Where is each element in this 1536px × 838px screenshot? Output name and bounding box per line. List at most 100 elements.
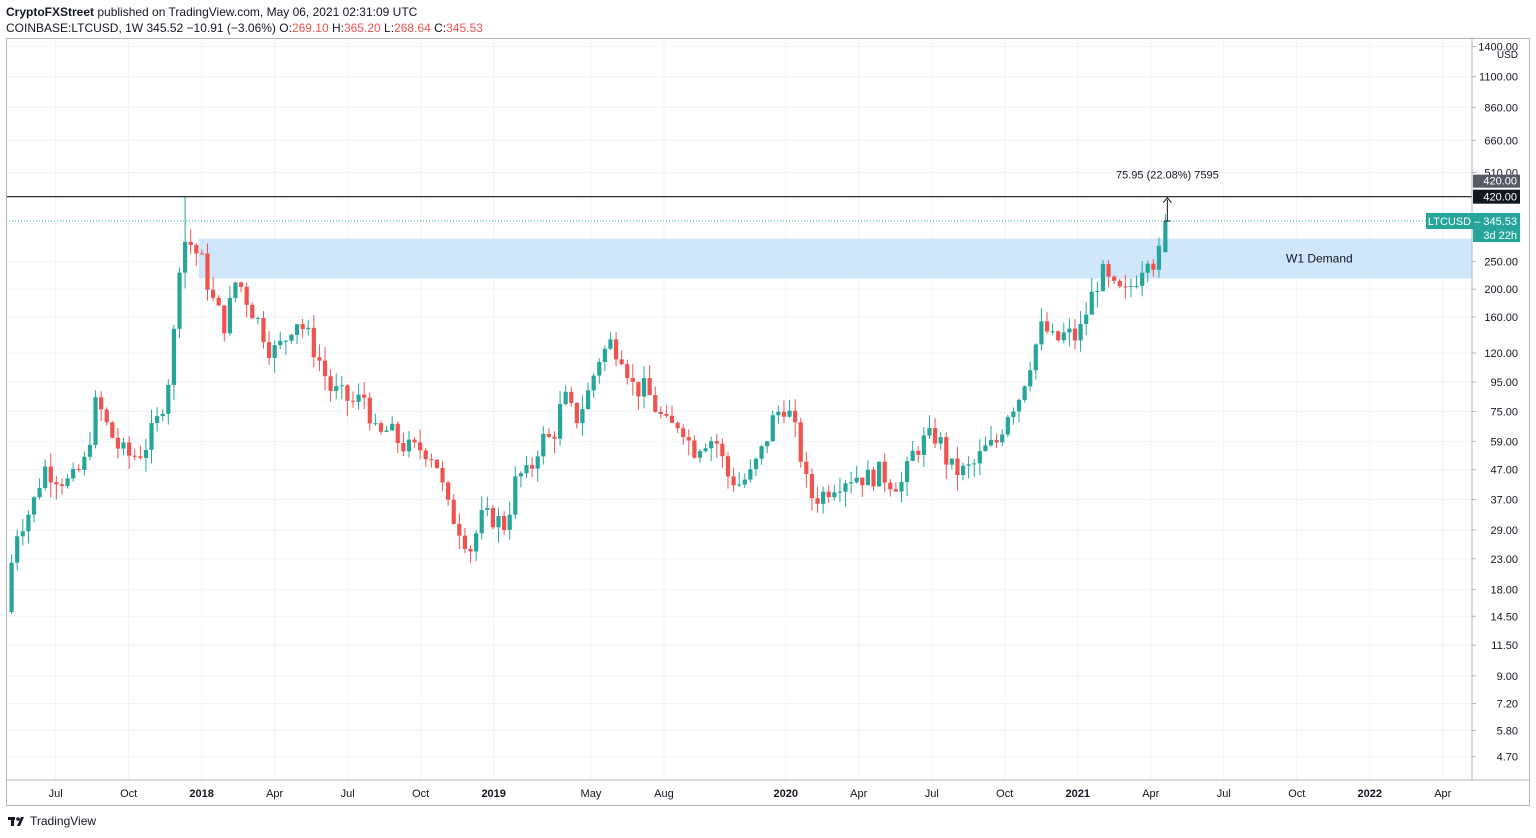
candle-body bbox=[48, 466, 53, 483]
candle bbox=[199, 249, 204, 255]
candle bbox=[910, 440, 915, 462]
price-change: −10.91 (−3.06%) bbox=[186, 21, 276, 35]
candle-body bbox=[546, 433, 551, 437]
candle bbox=[188, 229, 193, 255]
candle-body bbox=[944, 437, 949, 465]
candle bbox=[143, 438, 149, 472]
candle-body bbox=[591, 375, 596, 391]
candle-body bbox=[406, 439, 412, 452]
candle bbox=[434, 459, 440, 469]
candle bbox=[557, 390, 563, 446]
price-tick-label: 660.00 bbox=[1484, 135, 1518, 147]
candle bbox=[1156, 237, 1162, 278]
candle bbox=[625, 359, 630, 385]
candle-body bbox=[384, 430, 389, 432]
candle-body bbox=[1106, 264, 1111, 277]
candle-body bbox=[457, 523, 462, 536]
candle-body bbox=[26, 514, 31, 532]
candle bbox=[793, 399, 798, 438]
time-tick-label: Oct bbox=[1288, 788, 1305, 800]
candle-body bbox=[932, 427, 938, 444]
candle bbox=[1100, 260, 1106, 292]
candle-body bbox=[222, 305, 227, 334]
candle-body bbox=[446, 482, 451, 500]
candle-body bbox=[669, 415, 675, 423]
candle bbox=[1044, 312, 1050, 334]
candle bbox=[272, 340, 277, 373]
tradingview-brand[interactable]: TradingView bbox=[30, 814, 97, 828]
candle bbox=[395, 421, 400, 454]
candle bbox=[714, 433, 719, 458]
candle-body bbox=[155, 416, 160, 424]
publisher-name[interactable]: CryptoFXStreet bbox=[6, 5, 95, 19]
candle bbox=[994, 433, 999, 449]
candle bbox=[462, 527, 468, 554]
candle bbox=[1078, 311, 1083, 352]
candle bbox=[306, 320, 311, 336]
candle bbox=[1033, 343, 1038, 380]
candle bbox=[1028, 361, 1033, 392]
price-tick-label: 120.00 bbox=[1484, 348, 1518, 360]
candle bbox=[311, 315, 316, 368]
candle bbox=[210, 277, 216, 302]
price-tick-label: 59.00 bbox=[1490, 436, 1518, 448]
candle bbox=[619, 350, 624, 366]
candle bbox=[904, 456, 910, 496]
price-tick-label: 4.70 bbox=[1497, 752, 1518, 764]
price-tick-label: 95.00 bbox=[1490, 377, 1518, 389]
candle bbox=[591, 373, 596, 398]
candle-body bbox=[485, 507, 490, 510]
candle-body bbox=[748, 469, 753, 480]
candle bbox=[753, 457, 759, 477]
demand-zone bbox=[198, 238, 1472, 279]
candle bbox=[725, 452, 731, 489]
candle bbox=[876, 461, 882, 487]
candle-body bbox=[37, 487, 42, 498]
candle bbox=[26, 510, 31, 544]
candle bbox=[703, 443, 708, 453]
candle-body bbox=[1061, 332, 1066, 341]
candle bbox=[546, 428, 551, 439]
candle bbox=[423, 447, 428, 467]
candle bbox=[502, 510, 507, 535]
candle-body bbox=[1100, 264, 1106, 291]
time-tick-label: 2019 bbox=[481, 788, 505, 800]
candle-body bbox=[597, 361, 602, 376]
chart-area[interactable]: W1 Demand 75.95 (22.08%) 7595 1400.00 1100.… bbox=[6, 38, 1530, 806]
candle bbox=[832, 484, 837, 501]
candle bbox=[849, 471, 854, 494]
candle-body bbox=[1156, 245, 1162, 270]
candle-body bbox=[250, 304, 255, 319]
candle-body bbox=[76, 468, 81, 471]
candle bbox=[71, 462, 76, 482]
candle-body bbox=[977, 451, 982, 464]
symbol-label[interactable]: COINBASE:LTCUSD, 1W bbox=[6, 21, 144, 35]
candle-body bbox=[1163, 221, 1168, 253]
candle-body bbox=[518, 473, 524, 477]
open-label: O: bbox=[279, 21, 292, 35]
candle-body bbox=[860, 477, 865, 486]
candle-body bbox=[479, 509, 484, 534]
candle-body bbox=[1000, 434, 1005, 443]
candle bbox=[608, 332, 613, 351]
candle bbox=[9, 554, 14, 614]
candle bbox=[1067, 318, 1072, 347]
price-badge-text: LTCUSD – 345.53 bbox=[1428, 216, 1517, 228]
candle bbox=[524, 456, 529, 479]
candle bbox=[406, 430, 412, 458]
candle-body bbox=[1140, 272, 1145, 286]
candle-body bbox=[59, 484, 65, 487]
candle bbox=[1151, 259, 1156, 277]
candle-body bbox=[429, 459, 434, 461]
candle-body bbox=[854, 477, 859, 483]
candle-body bbox=[15, 536, 20, 563]
candle bbox=[1106, 259, 1111, 287]
time-tick-label: Jul bbox=[341, 788, 355, 800]
candle bbox=[1134, 275, 1139, 289]
candle bbox=[177, 267, 182, 338]
candle-body bbox=[625, 364, 630, 378]
candle-body bbox=[1044, 321, 1050, 332]
candle bbox=[1005, 414, 1010, 437]
candle-body bbox=[462, 535, 468, 549]
